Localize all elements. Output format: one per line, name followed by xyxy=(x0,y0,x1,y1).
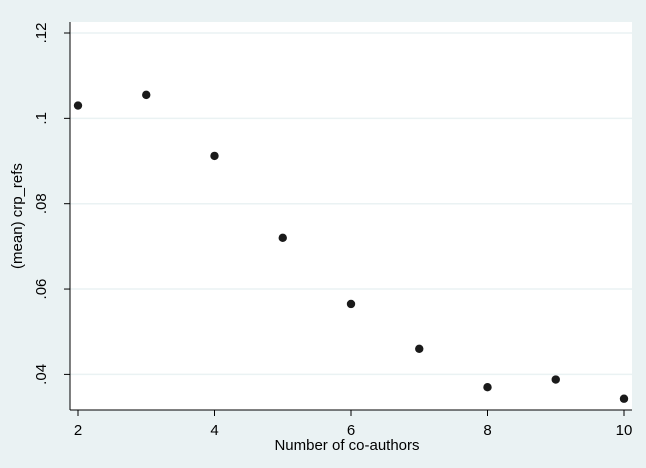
data-point xyxy=(619,394,629,403)
x-tick-label: 10 xyxy=(616,422,633,439)
data-point xyxy=(278,233,287,243)
tick-marks xyxy=(64,32,625,416)
data-point xyxy=(415,344,424,353)
data-point xyxy=(73,101,83,110)
x-tick-label: 2 xyxy=(74,422,82,439)
data-point xyxy=(346,299,356,309)
x-tick-label: 4 xyxy=(210,422,218,439)
y-tick-label: .1 xyxy=(33,112,50,125)
y-tick-label: .06 xyxy=(33,279,50,300)
data-point xyxy=(551,375,560,384)
x-tick-label: 6 xyxy=(347,422,355,439)
data-point xyxy=(142,90,151,100)
data-points xyxy=(73,90,629,403)
y-axis-title: (mean) crp_refs xyxy=(9,163,26,269)
y-tick-label: .12 xyxy=(33,23,50,44)
plot-area xyxy=(70,22,632,410)
x-tick-label: 8 xyxy=(483,422,491,439)
data-point xyxy=(210,151,219,161)
grid-lines xyxy=(70,32,632,376)
x-axis-title: Number of co-authors xyxy=(274,437,419,454)
y-tick-label: .04 xyxy=(33,364,50,385)
tick-labels: .04 .06 .08 .1 .12 2 4 6 8 10 xyxy=(33,23,632,439)
y-tick-label: .08 xyxy=(33,193,50,214)
data-point xyxy=(483,382,492,392)
